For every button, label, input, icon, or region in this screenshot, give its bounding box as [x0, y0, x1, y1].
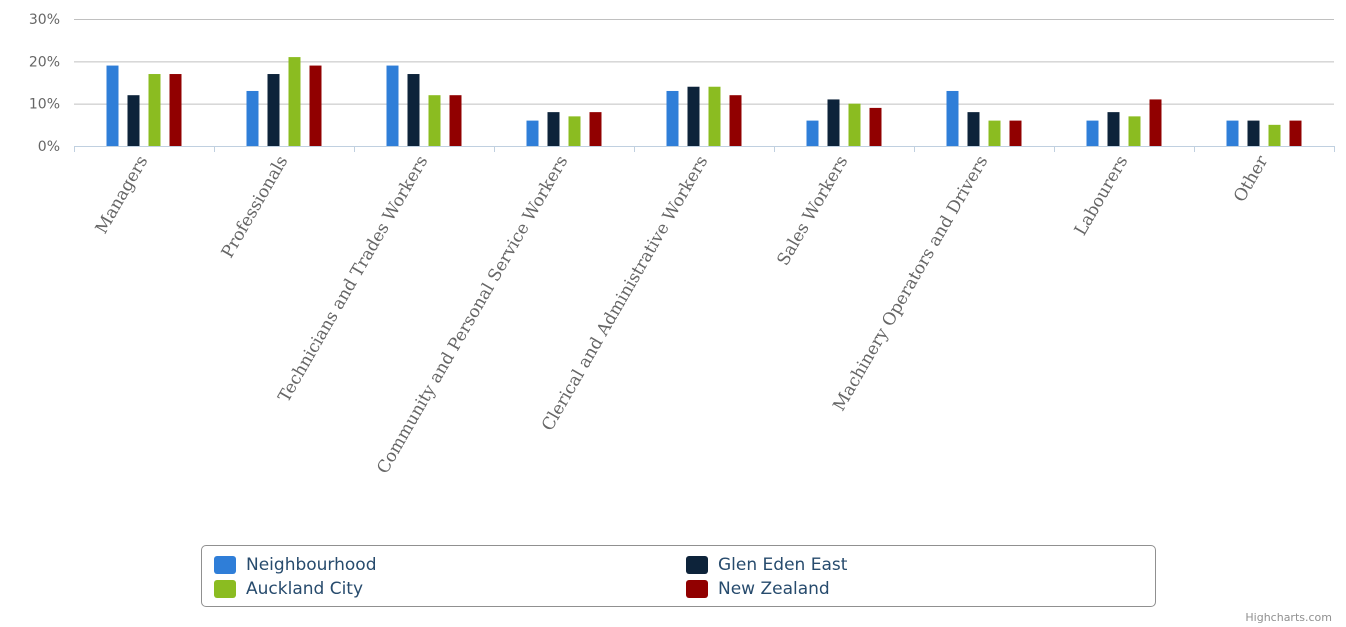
bar-auckland-city — [988, 120, 1001, 146]
x-tick-label: Other — [1230, 152, 1273, 206]
y-tick-label: 20% — [29, 54, 60, 70]
bar-new-zealand — [169, 74, 182, 146]
legend-swatch-glen-eden-east — [686, 556, 708, 574]
legend: Neighbourhood Glen Eden East Auckland Ci… — [201, 545, 1156, 607]
bar-neighbourhood — [666, 90, 679, 146]
bar-glen-eden-east — [547, 112, 560, 146]
legend-swatch-neighbourhood — [214, 556, 236, 574]
bar-auckland-city — [708, 86, 721, 146]
y-tick-label: 0% — [38, 139, 60, 155]
bar-new-zealand — [729, 95, 742, 146]
legend-item-auckland-city[interactable]: Auckland City — [214, 578, 363, 600]
bar-new-zealand — [1149, 99, 1162, 146]
bar-glen-eden-east — [407, 74, 420, 146]
legend-swatch-new-zealand — [686, 580, 708, 598]
bar-new-zealand — [1289, 120, 1302, 146]
y-tick-label: 10% — [29, 97, 60, 113]
legend-label-neighbourhood: Neighbourhood — [246, 555, 377, 575]
x-tick-label: Machinery Operators and Drivers — [829, 153, 992, 415]
legend-swatch-auckland-city — [214, 580, 236, 598]
bar-glen-eden-east — [1247, 120, 1260, 146]
legend-item-neighbourhood[interactable]: Neighbourhood — [214, 554, 377, 576]
legend-label-glen-eden-east: Glen Eden East — [718, 555, 848, 575]
bar-neighbourhood — [946, 90, 959, 146]
x-tick-label: Managers — [92, 153, 153, 238]
bar-auckland-city — [848, 103, 861, 146]
x-tick-label: Sales Workers — [773, 153, 852, 270]
bar-glen-eden-east — [827, 99, 840, 146]
bar-auckland-city — [1128, 116, 1141, 146]
credits-link[interactable]: Highcharts.com — [1245, 611, 1332, 624]
bar-auckland-city — [288, 57, 301, 146]
bar-new-zealand — [1009, 120, 1022, 146]
bar-auckland-city — [1268, 124, 1281, 146]
y-tick-label: 30% — [29, 12, 60, 28]
bar-glen-eden-east — [267, 74, 280, 146]
legend-label-new-zealand: New Zealand — [718, 579, 830, 599]
x-tick-label: Labourers — [1071, 153, 1133, 240]
x-tick-label: Professionals — [218, 153, 293, 262]
bar-glen-eden-east — [687, 86, 700, 146]
x-tick-label: Clerical and Administrative Workers — [538, 153, 712, 435]
bar-neighbourhood — [106, 65, 119, 146]
bar-new-zealand — [589, 112, 602, 146]
bar-neighbourhood — [526, 120, 539, 146]
bar-new-zealand — [869, 107, 882, 146]
bar-neighbourhood — [386, 65, 399, 146]
bar-new-zealand — [449, 95, 462, 146]
x-tick-label: Technicians and Trades Workers — [274, 153, 432, 406]
bar-auckland-city — [568, 116, 581, 146]
bar-neighbourhood — [1086, 120, 1099, 146]
bar-glen-eden-east — [1107, 112, 1120, 146]
bar-neighbourhood — [246, 90, 259, 146]
legend-label-auckland-city: Auckland City — [246, 579, 364, 599]
bar-auckland-city — [148, 74, 161, 146]
legend-item-glen-eden-east[interactable]: Glen Eden East — [686, 554, 847, 576]
legend-item-new-zealand[interactable]: New Zealand — [686, 578, 830, 600]
bar-neighbourhood — [806, 120, 819, 146]
bar-glen-eden-east — [127, 95, 140, 146]
bar-neighbourhood — [1226, 120, 1239, 146]
bar-glen-eden-east — [967, 112, 980, 146]
bar-auckland-city — [428, 95, 441, 146]
bar-new-zealand — [309, 65, 322, 146]
